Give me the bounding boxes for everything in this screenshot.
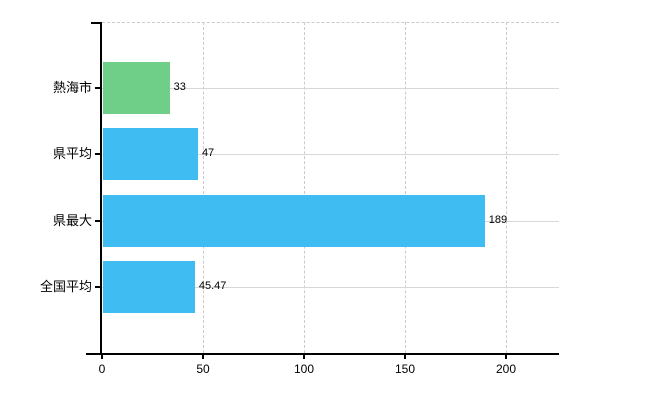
gridline-vertical: [506, 22, 507, 353]
x-axis-tick: [505, 355, 507, 359]
x-tick-label: 200: [495, 362, 517, 376]
y-axis-top-tick: [91, 22, 100, 24]
x-tick-label: 50: [196, 362, 210, 376]
y-axis-tick: [95, 219, 102, 222]
x-axis-tick: [303, 355, 305, 359]
bar-value-label: 45.47: [198, 279, 227, 292]
category-label: 県最大: [52, 212, 92, 228]
y-axis-tick: [95, 285, 102, 288]
plot-top-border: [102, 22, 559, 23]
category-label: 全国平均: [39, 278, 92, 294]
x-axis-tick: [202, 355, 204, 359]
gridline-horizontal: [102, 154, 559, 156]
gridline-vertical: [203, 22, 204, 353]
category-label: 熱海市: [52, 80, 92, 96]
x-tick-label: 0: [98, 362, 106, 376]
category-label: 県平均: [52, 146, 92, 162]
bar-value-label: 33: [173, 81, 186, 94]
bar: [103, 260, 195, 313]
x-axis-tick: [404, 355, 406, 359]
y-axis-tick: [95, 87, 102, 90]
bar-value-label: 189: [488, 213, 508, 226]
x-tick-label: 150: [394, 362, 416, 376]
bar: [103, 128, 198, 181]
x-tick-label: 100: [293, 362, 315, 376]
bar: [103, 62, 170, 115]
gridline-horizontal: [102, 88, 559, 90]
gridline-vertical: [405, 22, 406, 353]
y-axis-tick: [95, 153, 102, 156]
x-axis-line: [86, 353, 559, 355]
bar-value-label: 47: [201, 147, 215, 160]
x-axis-tick: [101, 355, 103, 359]
bar: [103, 194, 485, 247]
y-axis-line: [100, 22, 102, 355]
gridline-vertical: [304, 22, 305, 353]
gridline-horizontal: [102, 286, 559, 288]
